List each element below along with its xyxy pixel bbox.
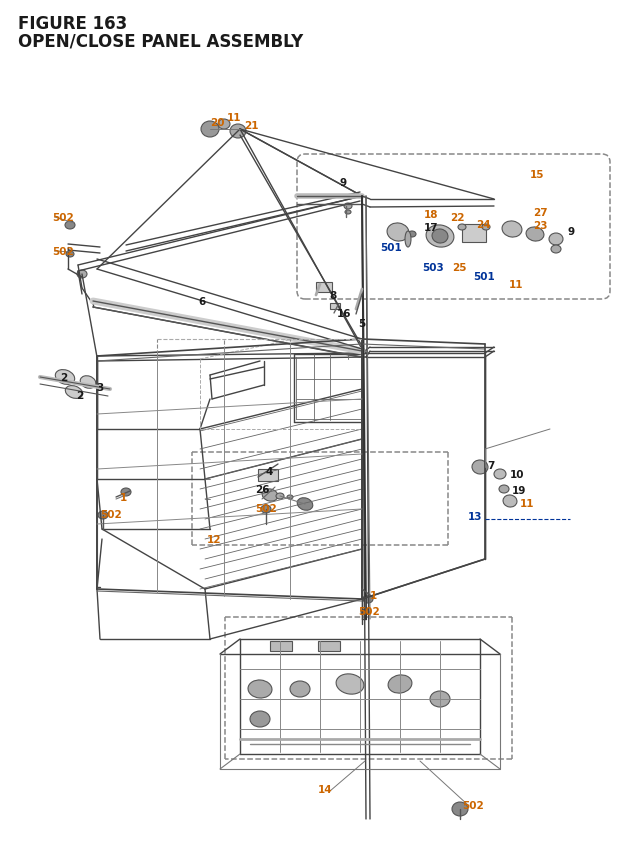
Text: 14: 14 [318, 784, 333, 794]
Ellipse shape [297, 499, 313, 511]
Bar [258, 469, 278, 481]
Ellipse shape [387, 224, 409, 242]
Text: OPEN/CLOSE PANEL ASSEMBLY: OPEN/CLOSE PANEL ASSEMBLY [18, 32, 303, 50]
Text: 12: 12 [207, 535, 221, 544]
Ellipse shape [361, 610, 369, 616]
Text: 15: 15 [530, 170, 545, 180]
Ellipse shape [276, 493, 284, 499]
Text: 8: 8 [329, 291, 336, 300]
Ellipse shape [502, 221, 522, 238]
Text: 502: 502 [462, 800, 484, 810]
Bar [316, 282, 332, 293]
Ellipse shape [526, 227, 544, 242]
Ellipse shape [290, 681, 310, 697]
Bar [318, 641, 340, 651]
Text: 503: 503 [422, 263, 444, 273]
Ellipse shape [345, 211, 351, 214]
Text: 11: 11 [509, 280, 524, 289]
Bar [462, 225, 486, 243]
Ellipse shape [458, 225, 466, 231]
Text: 1: 1 [370, 591, 377, 600]
Text: 17: 17 [424, 223, 438, 232]
Ellipse shape [121, 488, 131, 497]
Text: 16: 16 [337, 308, 351, 319]
Ellipse shape [218, 120, 230, 130]
Text: 27: 27 [533, 208, 548, 218]
Text: 7: 7 [487, 461, 494, 470]
Text: 25: 25 [452, 263, 467, 273]
Text: 24: 24 [476, 220, 491, 230]
Text: 502: 502 [358, 606, 380, 616]
Text: 3: 3 [96, 382, 103, 393]
Ellipse shape [549, 233, 563, 245]
Ellipse shape [499, 486, 509, 493]
Ellipse shape [98, 511, 108, 519]
Text: 9: 9 [568, 226, 575, 237]
Text: 19: 19 [512, 486, 526, 495]
Ellipse shape [426, 226, 454, 248]
Text: 21: 21 [244, 121, 259, 131]
Bar [330, 304, 340, 310]
Text: FIGURE 163: FIGURE 163 [18, 15, 127, 33]
Text: 501: 501 [473, 272, 495, 282]
Text: 502: 502 [255, 504, 276, 513]
Ellipse shape [388, 675, 412, 693]
Text: 502: 502 [52, 213, 74, 223]
Ellipse shape [262, 489, 278, 502]
Text: 2: 2 [76, 391, 83, 400]
Ellipse shape [201, 122, 219, 138]
Text: 10: 10 [510, 469, 525, 480]
Bar [270, 641, 292, 651]
Ellipse shape [65, 386, 83, 399]
Ellipse shape [363, 595, 373, 604]
Ellipse shape [472, 461, 488, 474]
Text: 502: 502 [100, 510, 122, 519]
Text: 5: 5 [358, 319, 365, 329]
Text: 6: 6 [198, 297, 205, 307]
Ellipse shape [503, 495, 517, 507]
Text: 1: 1 [120, 492, 127, 503]
Text: 23: 23 [533, 220, 547, 231]
Text: 18: 18 [424, 210, 438, 220]
Ellipse shape [55, 370, 75, 385]
Ellipse shape [287, 495, 293, 499]
Ellipse shape [65, 222, 75, 230]
Ellipse shape [80, 376, 96, 389]
Ellipse shape [344, 204, 352, 210]
Ellipse shape [494, 469, 506, 480]
Text: 13: 13 [468, 511, 483, 522]
Ellipse shape [77, 270, 87, 279]
Text: 11: 11 [520, 499, 534, 508]
Text: 4: 4 [266, 467, 273, 476]
Ellipse shape [432, 230, 448, 244]
Text: 22: 22 [450, 213, 465, 223]
Ellipse shape [482, 225, 490, 231]
Text: 501: 501 [380, 243, 402, 253]
Text: 20: 20 [210, 118, 225, 127]
Text: 26: 26 [255, 485, 269, 494]
Text: 9: 9 [340, 177, 347, 188]
Ellipse shape [66, 251, 74, 257]
Ellipse shape [452, 802, 468, 816]
Ellipse shape [261, 505, 271, 513]
Text: 502: 502 [52, 247, 74, 257]
Ellipse shape [405, 232, 411, 248]
Text: 2: 2 [60, 373, 67, 382]
Ellipse shape [408, 232, 416, 238]
Ellipse shape [248, 680, 272, 698]
Ellipse shape [230, 125, 246, 139]
Ellipse shape [250, 711, 270, 728]
Text: 11: 11 [227, 113, 241, 123]
Ellipse shape [336, 674, 364, 694]
Ellipse shape [551, 245, 561, 254]
Ellipse shape [430, 691, 450, 707]
